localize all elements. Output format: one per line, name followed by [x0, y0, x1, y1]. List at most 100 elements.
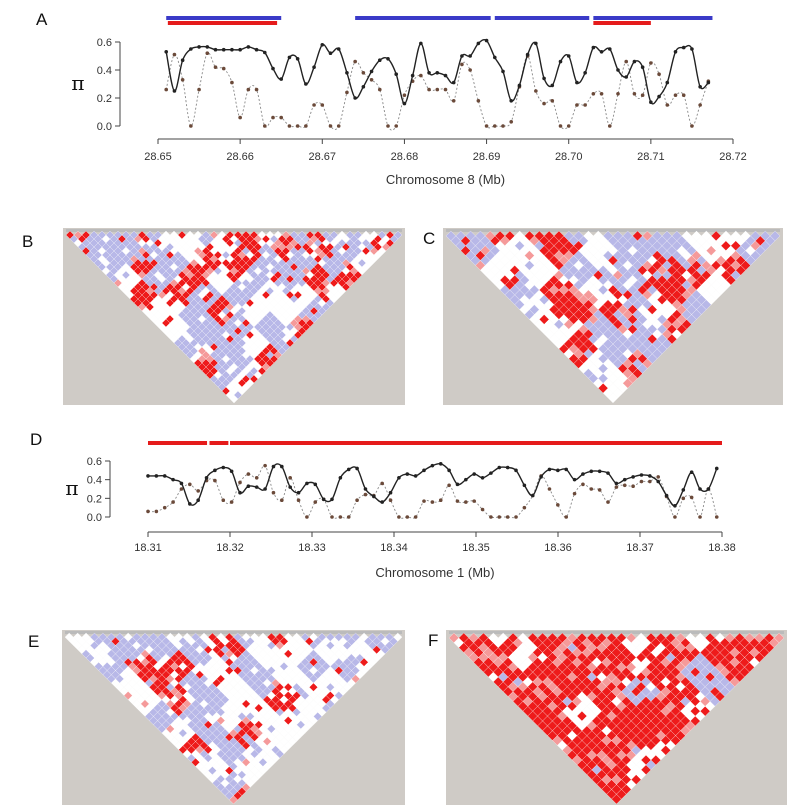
solid-data-point: [221, 465, 226, 470]
solid-data-point: [489, 471, 493, 475]
dotted-data-point: [698, 515, 702, 519]
solid-data-point: [468, 54, 472, 58]
solid-data-point: [330, 497, 334, 502]
y-axis-label: π: [65, 476, 78, 500]
solid-data-point: [451, 80, 456, 85]
solid-data-point: [480, 476, 485, 480]
solid-data-point: [673, 504, 677, 508]
solid-data-point: [690, 47, 694, 51]
solid-data-point: [164, 50, 169, 54]
solid-data-point: [673, 50, 678, 54]
x-tick-label: 28.71: [637, 151, 665, 163]
dotted-data-point: [649, 61, 653, 65]
solid-data-point: [279, 77, 284, 81]
solid-data-point: [581, 472, 585, 476]
solid-data-point: [338, 476, 343, 480]
dotted-data-point: [271, 115, 275, 120]
solid-data-point: [550, 83, 555, 88]
solid-data-point: [254, 485, 259, 489]
dotted-data-point: [353, 59, 357, 64]
solid-data-point: [394, 72, 399, 76]
solid-data-point: [566, 54, 571, 58]
dotted-data-point: [304, 124, 308, 128]
solid-data-point: [599, 50, 604, 54]
y-tick-label: 0.6: [97, 37, 112, 49]
ld-cell: [769, 230, 781, 242]
solid-data-point: [363, 487, 368, 491]
solid-data-point: [369, 69, 374, 74]
solid-data-point: [657, 94, 661, 99]
x-tick-label: 18.31: [134, 542, 162, 554]
dotted-data-point: [698, 103, 702, 107]
solid-data-point: [622, 477, 627, 482]
solid-data-point: [380, 500, 384, 504]
solid-data-point: [419, 41, 423, 46]
red-region-bar: [230, 441, 722, 445]
solid-data-point: [591, 45, 596, 50]
dotted-data-point: [522, 505, 527, 510]
dotted-data-point: [336, 124, 341, 128]
x-tick-label: 18.32: [216, 542, 244, 554]
solid-data-point: [427, 71, 431, 75]
dotted-data-point: [648, 479, 652, 484]
y-tick-label: 0.4: [87, 475, 102, 487]
solid-data-point: [464, 477, 468, 482]
solid-data-point: [589, 469, 594, 474]
dotted-data-point: [443, 87, 448, 92]
x-tick-label: 28.67: [309, 151, 337, 163]
solid-data-point: [706, 80, 711, 85]
solid-data-point: [336, 47, 341, 51]
dotted-data-point: [581, 482, 585, 487]
dotted-data-point: [484, 124, 489, 128]
solid-data-point: [435, 71, 440, 75]
x-tick-label: 18.34: [380, 542, 408, 554]
x-tick-label: 28.72: [719, 151, 747, 163]
solid-data-point: [455, 482, 460, 487]
dotted-data-point: [514, 515, 518, 519]
solid-data-point: [305, 481, 309, 486]
dotted-data-point: [622, 483, 627, 488]
solid-data-point: [664, 493, 669, 498]
dotted-data-point: [271, 490, 276, 495]
solid-data-point: [583, 71, 587, 75]
solid-data-point: [438, 462, 443, 466]
dotted-data-point: [564, 515, 568, 519]
solid-data-point: [639, 473, 644, 477]
dotted-data-point: [534, 89, 538, 93]
solid-data-point: [534, 41, 538, 46]
solid-data-point: [197, 45, 201, 49]
solid-data-point: [179, 481, 184, 486]
solid-data-point: [402, 101, 407, 106]
dotted-data-point: [438, 498, 443, 503]
dotted-data-point: [468, 68, 472, 72]
red-region-bar: [593, 21, 651, 25]
dotted-data-point: [614, 485, 619, 489]
solid-data-point: [246, 484, 251, 489]
dotted-data-point: [388, 498, 393, 503]
dotted-data-point: [162, 505, 167, 510]
solid-data-point: [230, 47, 234, 52]
dotted-data-point: [509, 120, 514, 124]
dotted-data-point: [394, 124, 399, 128]
dotted-data-point: [230, 80, 234, 85]
panel-label-a: A: [36, 10, 48, 29]
dotted-data-point: [589, 487, 594, 491]
solid-data-point: [388, 490, 393, 495]
panel-label-b: B: [22, 232, 34, 251]
solid-data-point: [517, 83, 522, 88]
dotted-data-point: [489, 515, 493, 519]
solid-data-point: [405, 472, 410, 476]
solid-data-point: [607, 47, 612, 51]
solid-data-point: [238, 490, 242, 495]
dotted-data-point: [386, 124, 390, 128]
dotted-data-point: [689, 495, 694, 500]
dotted-data-point: [550, 99, 555, 103]
dotted-data-point: [355, 498, 359, 503]
dotted-data-point: [690, 124, 694, 128]
solid-data-point: [447, 468, 451, 473]
y-axis-label: π: [71, 71, 84, 95]
solid-data-point: [196, 498, 200, 503]
x-tick-label: 18.38: [708, 542, 736, 554]
dotted-data-point: [164, 87, 169, 92]
solid-data-point: [312, 65, 316, 69]
